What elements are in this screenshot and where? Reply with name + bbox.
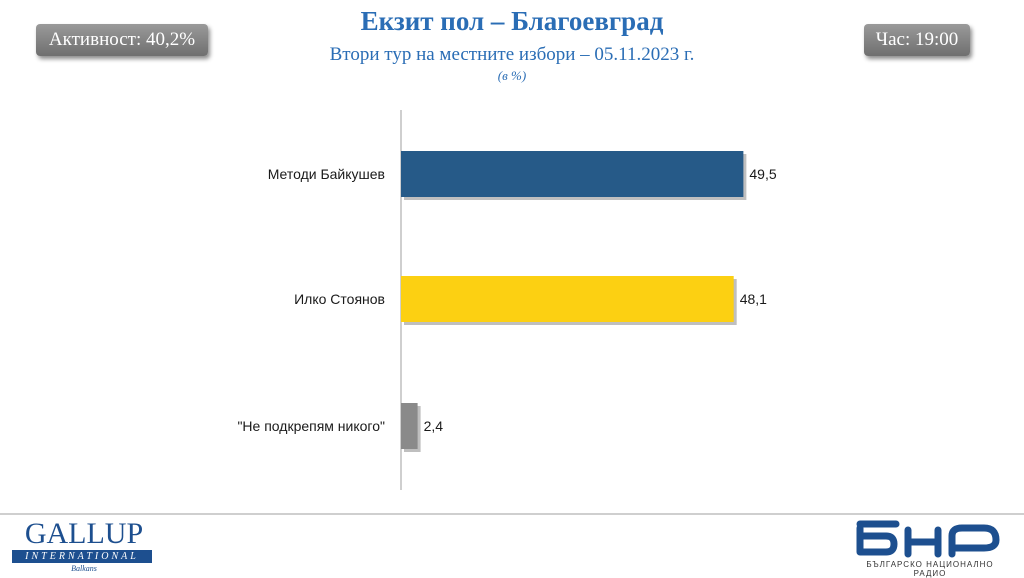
category-label-1: Методи Байкушев — [268, 166, 385, 182]
turnout-badge: Активност: 40,2% — [36, 24, 208, 56]
time-badge: Час: 19:00 — [864, 24, 970, 56]
gallup-logo-sub: Balkans — [71, 564, 97, 573]
value-label-3: 2,4 — [424, 418, 444, 434]
value-label-2: 48,1 — [740, 291, 767, 307]
category-label-3: "Не подкрепям никого" — [237, 418, 385, 434]
category-label-2: Илко Стоянов — [294, 291, 385, 307]
gallup-logo-name: GALLUP — [24, 517, 144, 550]
chart-subtitle: Втори тур на местните избори – 05.11.202… — [329, 44, 695, 65]
bnr-logo-tagline: БЪЛГАРСКО НАЦИОНАЛНО РАДИО — [866, 560, 994, 578]
bnr-logo: БЪЛГАРСКО НАЦИОНАЛНО РАДИО — [850, 518, 1010, 578]
value-label-1: 49,5 — [749, 166, 776, 182]
bar-3 — [401, 403, 418, 449]
bar-2 — [401, 276, 734, 322]
gallup-logo-band: INTERNATIONAL — [12, 550, 152, 563]
gallup-logo: GALLUP INTERNATIONAL Balkans — [10, 518, 158, 576]
unit-label: (в %) — [497, 68, 527, 83]
bar-1 — [401, 151, 744, 197]
bnr-logo-mark — [856, 520, 1000, 558]
chart-title: Екзит пол – Благоевград — [360, 6, 664, 36]
footer-divider — [0, 513, 1024, 515]
